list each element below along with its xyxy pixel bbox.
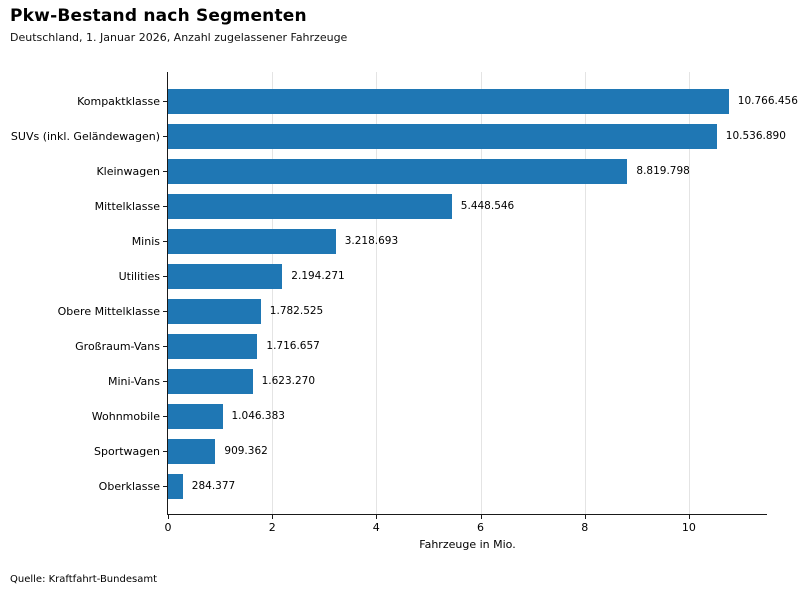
category-label: SUVs (inkl. Geländewagen) — [10, 130, 160, 143]
y-tick-mark — [163, 276, 167, 278]
table-row: Wohnmobile 1.046.383 — [0, 399, 800, 434]
bar-suvs-inkl-gel-ndewagen- — [168, 124, 717, 149]
bar-mini-vans — [168, 369, 253, 394]
chart-title: Pkw-Bestand nach Segmenten — [10, 6, 307, 26]
bar-minis — [168, 229, 336, 254]
category-label: Großraum-Vans — [75, 340, 160, 353]
table-row: Großraum-Vans 1.716.657 — [0, 329, 800, 364]
bar-sportwagen — [168, 439, 216, 464]
x-tick-mark — [480, 515, 482, 519]
x-tick-mark — [376, 515, 378, 519]
x-tick-mark — [272, 515, 274, 519]
y-tick-mark — [163, 241, 167, 243]
value-label: 1.716.657 — [266, 340, 320, 352]
category-label: Oberklasse — [98, 480, 160, 493]
category-label: Wohnmobile — [91, 410, 160, 423]
value-label: 909.362 — [224, 445, 268, 457]
chart-subtitle: Deutschland, 1. Januar 2026, Anzahl zuge… — [10, 31, 348, 44]
y-axis-spine — [167, 72, 169, 515]
value-label: 5.448.546 — [460, 200, 515, 212]
category-label: Obere Mittelklasse — [57, 305, 160, 318]
y-tick-mark — [163, 346, 167, 348]
bar-obere-mittelklasse — [168, 299, 261, 324]
category-label: Sportwagen — [94, 445, 160, 458]
y-tick-mark — [163, 381, 167, 383]
x-tick-mark — [168, 515, 170, 519]
category-label: Kompaktklasse — [77, 95, 160, 108]
value-label: 10.766.456 — [737, 95, 798, 107]
plot-area — [168, 72, 767, 514]
source-note: Quelle: Kraftfahrt-Bundesamt — [10, 574, 157, 585]
gridline-x-10 — [688, 72, 690, 514]
bar-utilities — [168, 264, 283, 289]
y-tick-mark — [163, 171, 167, 173]
x-tick-label: 4 — [372, 521, 380, 534]
x-tick-label: 6 — [477, 521, 484, 534]
table-row: Obere Mittelklasse 1.782.525 — [0, 294, 800, 329]
value-label: 3.218.693 — [344, 235, 399, 247]
value-label: 8.819.798 — [636, 165, 690, 177]
x-tick-label: 2 — [268, 521, 276, 534]
x-tick-mark — [584, 515, 586, 519]
gridline-x-8 — [584, 72, 586, 514]
y-tick-mark — [163, 416, 167, 418]
table-row: Mittelklasse 5.448.546 — [0, 189, 800, 224]
value-label: 10.536.890 — [725, 130, 786, 142]
y-tick-mark — [163, 311, 167, 313]
y-tick-mark — [163, 486, 167, 488]
value-label: 1.623.270 — [261, 375, 316, 387]
x-tick-label: 10 — [681, 521, 696, 534]
x-tick-label: 0 — [164, 521, 172, 534]
table-row: Sportwagen 909.362 — [0, 434, 800, 469]
value-label: 1.782.525 — [269, 305, 324, 317]
category-label: Mittelklasse — [94, 200, 160, 213]
bar-kleinwagen — [168, 159, 628, 184]
table-row: Mini-Vans 1.623.270 — [0, 364, 800, 399]
bar-kompaktklasse — [168, 89, 729, 114]
value-label: 284.377 — [191, 480, 236, 492]
bar-mittelklasse — [168, 194, 452, 219]
table-row: Oberklasse 284.377 — [0, 469, 800, 504]
gridline-x-2 — [272, 72, 274, 514]
category-label: Utilities — [118, 270, 160, 283]
gridline-x-6 — [480, 72, 482, 514]
x-axis-title: Fahrzeuge in Mio. — [419, 538, 516, 551]
value-label: 2.194.271 — [291, 270, 345, 282]
table-row: Utilities 2.194.271 — [0, 259, 800, 294]
value-label: 1.046.383 — [231, 410, 285, 422]
y-tick-mark — [163, 206, 167, 208]
x-tick-label: 8 — [581, 521, 589, 534]
table-row: Kompaktklasse 10.766.456 — [0, 84, 800, 119]
table-row: Minis 3.218.693 — [0, 224, 800, 259]
y-tick-mark — [163, 136, 167, 138]
y-tick-mark — [163, 451, 167, 453]
category-label: Mini-Vans — [107, 375, 160, 388]
bar-wohnmobile — [168, 404, 223, 429]
y-tick-mark — [163, 101, 167, 103]
x-axis-spine — [167, 514, 767, 516]
bar-gro-raum-vans — [168, 334, 258, 359]
category-label: Minis — [131, 235, 160, 248]
x-tick-mark — [688, 515, 691, 519]
table-row: SUVs (inkl. Geländewagen) 10.536.890 — [0, 119, 800, 154]
table-row: Kleinwagen 8.819.798 — [0, 154, 800, 189]
bar-oberklasse — [168, 474, 183, 499]
gridline-x-4 — [376, 72, 378, 514]
category-label: Kleinwagen — [96, 165, 160, 178]
